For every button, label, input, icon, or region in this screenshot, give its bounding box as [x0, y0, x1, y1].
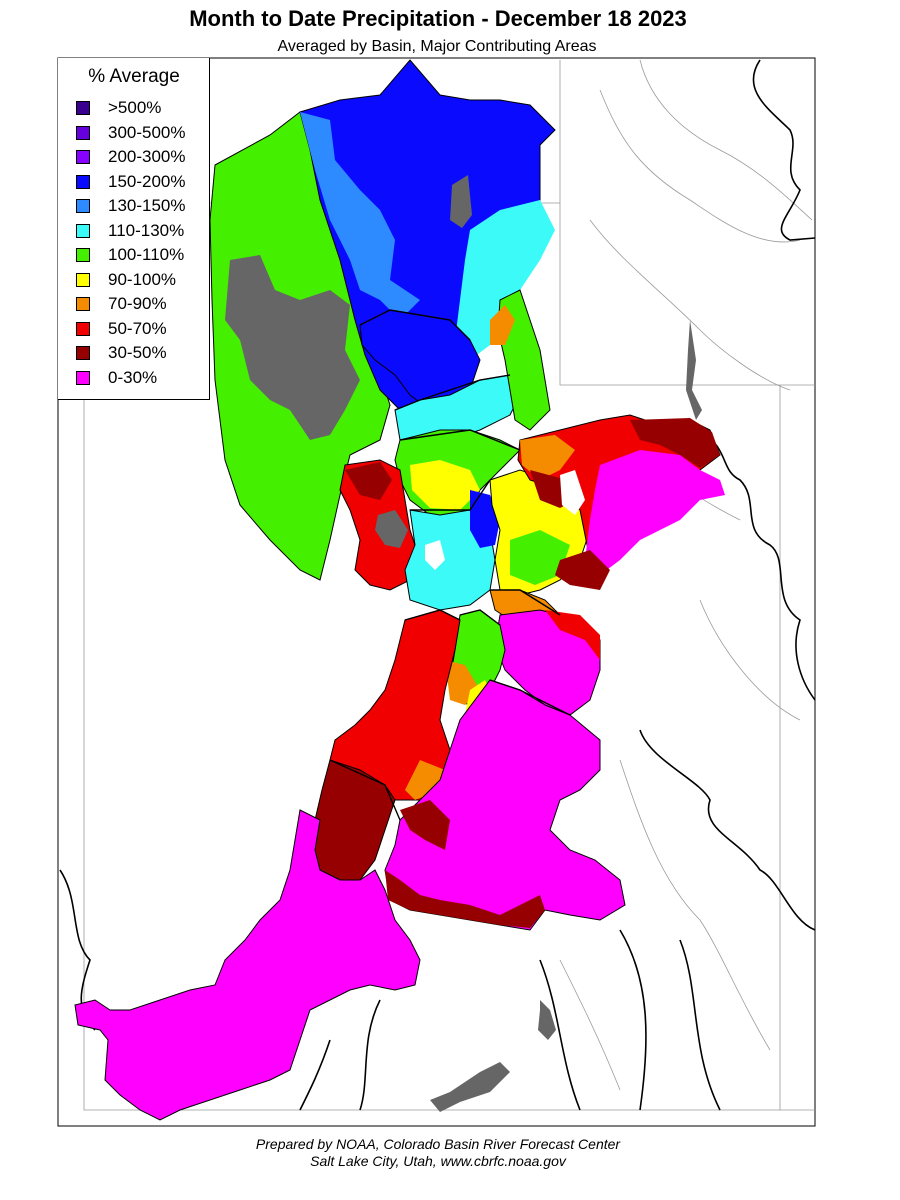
no-data-region: [450, 175, 472, 228]
legend-item: 0-30%: [76, 368, 157, 388]
no-data-region: [225, 255, 360, 440]
map-subtitle: Averaged by Basin, Major Contributing Ar…: [277, 38, 597, 55]
basin-regions: [74, 59, 725, 1121]
legend-item: 200-300%: [76, 147, 186, 167]
legend-label: 0-30%: [108, 367, 158, 387]
map-title: Month to Date Precipitation - December 1…: [189, 6, 687, 31]
legend-label: >500%: [108, 98, 162, 117]
legend-swatch: [76, 125, 90, 140]
no-data-region: [375, 510, 408, 548]
legend-label: 70-90%: [108, 294, 167, 313]
legend-label: 110-130%: [108, 220, 185, 240]
legend-item: 300-500%: [76, 123, 186, 143]
basin-region: [385, 870, 545, 928]
basin-region: [455, 200, 555, 360]
legend-item: 90-100%: [76, 270, 176, 290]
basin-region: [585, 450, 725, 575]
legend-item: 30-50%: [76, 343, 167, 363]
legend: % Average >500% 300-500% 200-300% 150-200% 1…: [58, 58, 210, 400]
legend-swatch: [76, 272, 90, 287]
legend-item: 130-150%: [76, 196, 186, 216]
water-bodies: [430, 320, 702, 1112]
legend-item: 110-130%: [76, 221, 184, 241]
legend-label: 200-300%: [108, 147, 186, 166]
legend-label: 150-200%: [108, 171, 186, 191]
legend-swatch: [76, 370, 90, 385]
legend-swatch: [76, 223, 90, 238]
legend-swatch: [76, 174, 90, 189]
footer-line-2: Salt Lake City, Utah, www.cbrfc.noaa.gov: [310, 1153, 566, 1169]
basin-region: [545, 610, 600, 660]
legend-label: 50-70%: [108, 318, 167, 338]
interior-basin-lines: [329, 309, 571, 821]
basin-region: [74, 809, 421, 1121]
legend-label: 30-50%: [108, 343, 167, 362]
legend-swatch: [76, 150, 90, 164]
basin-region: [400, 800, 450, 850]
no-data-region: [560, 470, 585, 515]
legend-swatch: [76, 321, 90, 336]
footer: Prepared by NOAA, Colorado Basin River F…: [0, 1136, 876, 1170]
basin-region: [630, 418, 720, 468]
legend-item: 100-110%: [76, 245, 184, 265]
basin-region: [490, 305, 515, 345]
no-data-region: [425, 540, 445, 570]
legend-title: % Average: [88, 66, 180, 87]
basin-region: [555, 550, 610, 590]
legend-swatch: [76, 248, 90, 262]
map-frame: [57, 57, 816, 1127]
legend-label: 130-150%: [108, 196, 186, 215]
legend-swatch: [76, 346, 90, 360]
basin-region: [345, 462, 392, 500]
basin-region: [510, 530, 570, 585]
basin-region: [520, 435, 575, 480]
legend-label: 300-500%: [108, 122, 186, 142]
legend-item: 50-70%: [76, 319, 167, 339]
basin-boundaries: [59, 59, 816, 1111]
basin-region: [410, 460, 480, 510]
legend-item: 70-90%: [76, 294, 167, 314]
legend-item: >500%: [76, 98, 161, 118]
legend-label: 100-110%: [108, 245, 185, 264]
basin-region: [404, 509, 496, 611]
footer-line-1: Prepared by NOAA, Colorado Basin River F…: [255, 1136, 621, 1152]
legend-swatch: [76, 101, 90, 115]
legend-swatch: [76, 297, 90, 311]
legend-label: 90-100%: [108, 269, 177, 289]
legend-swatch: [76, 199, 90, 213]
basin-region: [300, 112, 420, 320]
legend-item: 150-200%: [76, 172, 186, 192]
